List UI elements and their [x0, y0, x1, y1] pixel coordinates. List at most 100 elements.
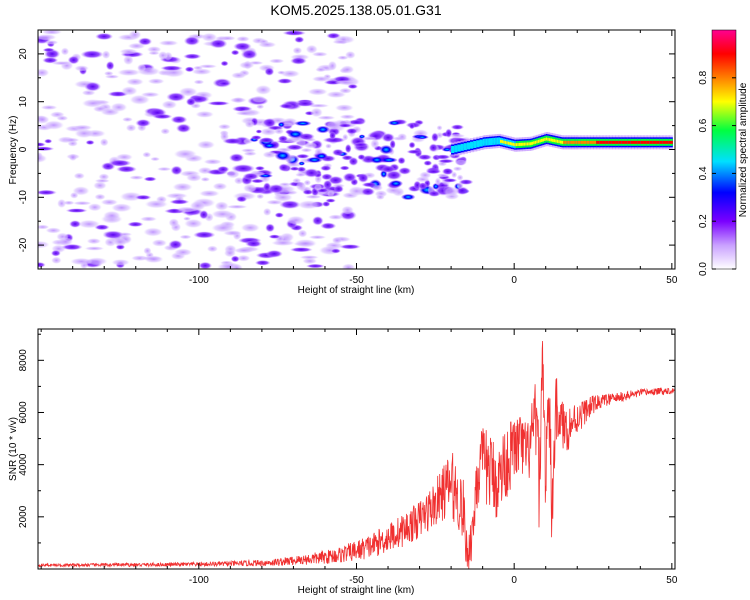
- spectrogram-cell: [277, 135, 289, 143]
- ridge-core: [499, 139, 503, 143]
- spectrogram-cell: [168, 218, 180, 228]
- colorbar-tick-label: 0.4: [698, 166, 709, 180]
- colorbar-tick-label: 0.8: [698, 70, 709, 84]
- ridge-core: [596, 140, 601, 144]
- spectrogram-cell: [211, 223, 236, 233]
- spectrogram-cell: [231, 164, 256, 173]
- spectrogram-cell: [220, 35, 236, 41]
- ridge-core: [536, 140, 539, 144]
- ridge-core: [490, 140, 494, 144]
- ridge-core: [460, 145, 465, 149]
- spectrogram-cell: [274, 150, 291, 161]
- spectrogram-x-tick-label: -50: [349, 275, 364, 286]
- spectrogram-cell: [423, 160, 433, 166]
- spectrogram-cell: [286, 129, 304, 139]
- spectrogram-cell: [58, 237, 74, 247]
- spectrogram-cell: [451, 171, 458, 179]
- spectrogram-cell: [381, 132, 395, 143]
- ridge-core: [553, 139, 557, 143]
- colorbar-label: Normalized spectral amplitude: [738, 82, 749, 217]
- spectrogram-cell: [370, 138, 380, 149]
- spectrogram-cell: [326, 120, 343, 130]
- spectrogram-cell: [347, 186, 366, 197]
- spectrogram-cell: [201, 32, 218, 42]
- spectrogram-cell: [240, 223, 260, 233]
- ridge-core: [542, 138, 546, 142]
- spectrogram-cell: [331, 237, 343, 244]
- spectrogram-cell: [277, 70, 286, 75]
- ridge-core: [537, 139, 541, 143]
- spectrogram-cell: [379, 157, 398, 163]
- spectrogram-cell: [231, 263, 243, 269]
- spectrogram-cell: [449, 133, 466, 138]
- spectrogram-cell: [235, 110, 254, 116]
- ridge-core: [501, 140, 505, 144]
- spectrogram-cell: [150, 156, 160, 162]
- spectrogram-cell: [169, 199, 190, 205]
- spectrogram-cell: [238, 61, 255, 69]
- spectrogram-cell: [388, 179, 404, 188]
- ridge-core: [526, 142, 530, 146]
- spectrogram-cell: [322, 136, 346, 144]
- spectrogram-cell: [455, 159, 467, 165]
- spectrogram-cell: [42, 47, 56, 53]
- spectrogram-cell: [334, 80, 357, 86]
- spectrogram-cell: [325, 143, 332, 149]
- spectrogram-cell: [311, 75, 332, 82]
- spectrogram-cell: [242, 183, 257, 193]
- spectrogram-cell: [217, 81, 231, 86]
- ridge-core: [479, 141, 484, 145]
- ridge-core: [649, 140, 654, 144]
- spectrogram-cell: [397, 156, 406, 165]
- spectrogram-cell: [108, 159, 132, 167]
- spectrogram-cell: [320, 222, 337, 230]
- spectrogram-cell: [38, 68, 50, 77]
- spectrogram-cell: [87, 203, 102, 212]
- ridge-core: [575, 140, 579, 144]
- spectrogram-cell: [183, 53, 202, 60]
- spectrogram-cell: [263, 117, 277, 128]
- spectrogram-cell: [148, 51, 160, 56]
- ridge-core: [473, 142, 478, 146]
- spectrogram-cell: [38, 142, 46, 147]
- spectrogram-x-tick-label: -100: [189, 275, 209, 286]
- spectrogram-cell: [336, 55, 349, 60]
- snr-x-tick-label: 0: [511, 575, 517, 586]
- spectrogram-cell: [168, 239, 183, 250]
- ridge-core: [498, 139, 501, 143]
- spectrogram-cell: [129, 94, 151, 105]
- spectrogram-cell: [289, 247, 313, 253]
- colorbar: 0.0 0.2 0.4 0.6 0.8 Normalized spectral ampl…: [698, 29, 749, 276]
- spectrogram-cell: [68, 153, 78, 162]
- spectrogram-cell: [125, 78, 144, 86]
- spectrogram-cell: [441, 168, 454, 176]
- spectrogram-cell: [244, 120, 255, 129]
- spectrogram-cell: [233, 42, 252, 51]
- ridge-core: [602, 140, 607, 144]
- spectrogram-cell: [146, 46, 162, 53]
- spectrogram-cell: [294, 120, 312, 127]
- spectrogram-cell: [206, 245, 219, 253]
- ridge-core: [531, 141, 535, 145]
- spectrogram-cell: [45, 227, 62, 234]
- spectrogram-cell: [348, 156, 359, 166]
- spectrogram-cell: [74, 65, 90, 72]
- ridge-core: [668, 140, 673, 144]
- ridge-core: [556, 139, 560, 143]
- spectrogram-cell: [173, 149, 198, 159]
- ridge-core: [504, 140, 508, 144]
- ridge-core: [586, 140, 591, 144]
- colorbar-gradient: [711, 29, 737, 270]
- spectrogram-cell: [111, 259, 130, 266]
- ridge-core: [611, 140, 617, 144]
- spectrogram-cell: [217, 123, 231, 130]
- spectrogram-cell: [322, 201, 331, 207]
- ridge-core: [495, 139, 498, 143]
- spectrogram-cell: [297, 137, 307, 148]
- spectrogram-cell: [272, 192, 293, 202]
- ridge-core: [569, 140, 572, 144]
- spectrogram-cell: [38, 154, 48, 163]
- spectrogram-cell: [360, 187, 376, 196]
